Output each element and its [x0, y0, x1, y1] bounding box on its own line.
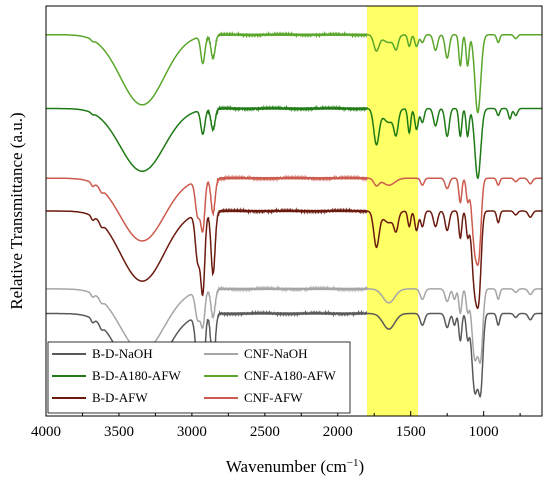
series-line-b-d-a180-afw: [46, 104, 542, 180]
legend: B-D-NaOH CNF-NaOH B-D-A180-AFW CNF-A180-AFW…: [47, 341, 351, 414]
legend-box: [47, 341, 351, 414]
highlight-band: [366, 6, 418, 416]
x-tick-label: 1500: [396, 424, 426, 440]
legend-label: CNF-AFW: [244, 390, 303, 405]
legend-label: B-D-AFW: [92, 390, 148, 405]
series-line-cnf-afw: [46, 174, 542, 267]
x-tick-label: 2500: [250, 424, 280, 440]
legend-label: B-D-NaOH: [92, 346, 153, 361]
series-line-cnf-a180-afw: [46, 30, 542, 114]
x-axis: 4000 3500 3000 2500 2000 1500 1000: [31, 411, 521, 440]
legend-label: B-D-A180-AFW: [92, 368, 182, 383]
spectra-group: [46, 30, 542, 398]
legend-label: CNF-NaOH: [244, 346, 308, 361]
series-line-cnf-naoh: [46, 285, 542, 365]
x-tick-label: 3000: [177, 424, 207, 440]
series-line-b-d-afw: [46, 207, 542, 310]
x-tick-label: 2000: [323, 424, 353, 440]
plot-frame: [45, 5, 543, 417]
y-axis-title: Relative Transmittance (a.u.): [7, 112, 26, 309]
legend-label: CNF-A180-AFW: [244, 368, 336, 383]
x-axis-title: Wavenumber (cm−1): [226, 457, 364, 476]
x-tick-label: 3500: [104, 424, 134, 440]
x-tick-label: 1000: [469, 424, 499, 440]
x-tick-label: 4000: [31, 424, 61, 440]
